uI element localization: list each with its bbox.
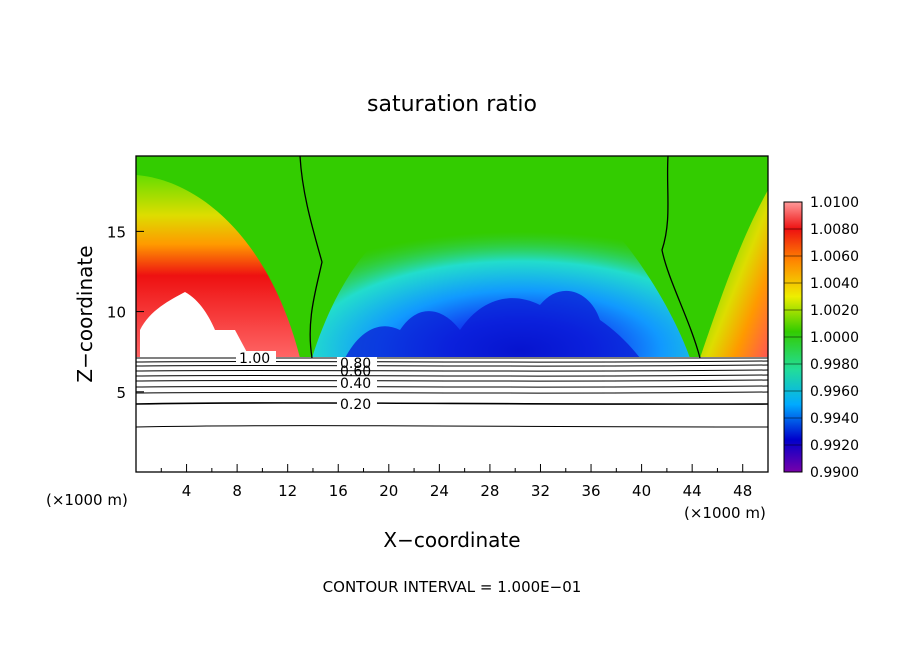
field-left-white-region	[140, 292, 250, 358]
contour-line-040	[135, 385, 769, 388]
contour-label-020: 0.20	[340, 397, 371, 413]
field-lower-region	[136, 357, 768, 472]
contour-line-080	[135, 364, 769, 367]
contour-label-080: 0.80	[340, 356, 371, 372]
y-axis-title: Z−coordinate	[73, 245, 97, 382]
contour-interval-note: CONTOUR INTERVAL = 1.000E−01	[323, 578, 582, 596]
contour-line-030	[135, 391, 769, 394]
x-tick-label: 16	[329, 482, 348, 500]
colorbar-label: 0.9900	[810, 465, 859, 481]
x-tick-label: 28	[480, 482, 499, 500]
contour-label-060: 0.60	[340, 364, 371, 380]
contour-line-left	[299, 155, 323, 359]
colorbar-frame	[783, 201, 803, 473]
x-tick-label: 44	[683, 482, 702, 500]
colorbar-label: 1.0000	[810, 330, 859, 346]
x-axis: 4 8 12 16 20 24 28 32 36 40 44 48	[160, 464, 752, 500]
y-tick-label: 15	[107, 223, 126, 241]
plot-frame	[135, 155, 769, 473]
colorbar-label: 0.9940	[810, 411, 859, 427]
colorbar-label: 1.0060	[810, 249, 859, 265]
x-tick-label: 40	[632, 482, 651, 500]
contour-label-040: 0.40	[340, 376, 371, 392]
x-tick-label: 4	[182, 482, 192, 500]
contour-labels: 1.00 0.80 0.60 0.40 0.20	[236, 351, 377, 413]
colorbar-label: 0.9920	[810, 438, 859, 454]
field-cold-core	[345, 290, 640, 358]
x-tick-label: 36	[581, 482, 600, 500]
colorbar-label: 1.0040	[810, 276, 859, 292]
x-tick-label: 12	[278, 482, 297, 500]
colorbar-label: 0.9960	[810, 384, 859, 400]
contour-line-050	[135, 379, 769, 382]
contour-label-100: 1.00	[239, 351, 270, 367]
colorbar-ticks: 1.0100 1.0080 1.0060 1.0040 1.0020 1.0000 0.99…	[784, 195, 859, 481]
chart-title: saturation ratio	[367, 92, 537, 117]
colorbar: 1.0100 1.0080 1.0060 1.0040 1.0020 1.0000 0.99…	[783, 195, 859, 481]
x-unit-label-left: (×1000 m)	[46, 491, 128, 509]
x-unit-label-right: (×1000 m)	[684, 504, 766, 522]
field-right-warm-region	[700, 190, 768, 358]
horizontal-contours	[135, 357, 769, 428]
x-tick-label: 32	[531, 482, 550, 500]
colorbar-label: 0.9980	[810, 357, 859, 373]
colorbar-label: 1.0100	[810, 195, 859, 211]
x-tick-label: 48	[733, 482, 752, 500]
x-tick-label: 20	[379, 482, 398, 500]
y-tick-label: 10	[107, 304, 126, 322]
contour-line-020	[135, 402, 769, 405]
contour-line-right	[661, 155, 701, 359]
contour-line-090	[135, 360, 769, 363]
contour-line-070	[135, 369, 769, 372]
colorbar-label: 1.0080	[810, 222, 859, 238]
heatmap-field	[136, 156, 768, 472]
y-tick-label: 5	[116, 384, 126, 402]
y-axis: 5 10 15	[107, 223, 144, 402]
x-tick-label: 8	[232, 482, 242, 500]
contour-line-060	[135, 374, 769, 377]
x-tick-label: 24	[430, 482, 449, 500]
contour-line-010	[135, 425, 769, 428]
x-axis-title: X−coordinate	[383, 528, 520, 552]
colorbar-label: 1.0020	[810, 303, 859, 319]
